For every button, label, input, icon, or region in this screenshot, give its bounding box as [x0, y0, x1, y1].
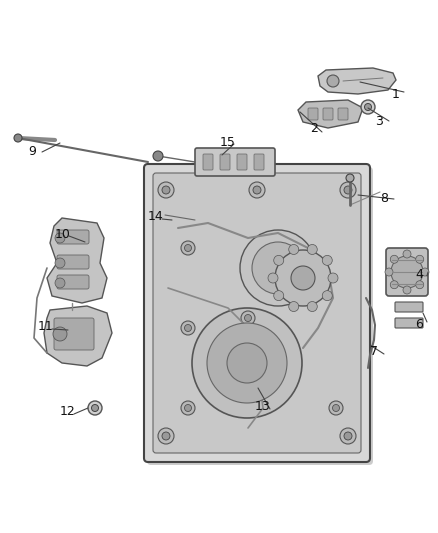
Circle shape — [181, 321, 195, 335]
Circle shape — [162, 186, 170, 194]
Circle shape — [55, 258, 65, 268]
Circle shape — [403, 250, 411, 258]
Circle shape — [184, 325, 191, 332]
Circle shape — [322, 290, 332, 301]
Circle shape — [327, 75, 339, 87]
Circle shape — [181, 241, 195, 255]
Text: 2: 2 — [310, 122, 318, 135]
FancyBboxPatch shape — [57, 255, 89, 269]
Circle shape — [181, 401, 195, 415]
Circle shape — [227, 343, 267, 383]
Circle shape — [328, 273, 338, 283]
FancyBboxPatch shape — [386, 248, 428, 296]
Polygon shape — [318, 68, 396, 94]
Text: 11: 11 — [38, 320, 54, 333]
Circle shape — [340, 428, 356, 444]
Circle shape — [253, 186, 261, 194]
Text: 10: 10 — [55, 228, 71, 241]
Text: 14: 14 — [148, 210, 164, 223]
Circle shape — [291, 266, 315, 290]
Circle shape — [14, 134, 22, 142]
Circle shape — [329, 401, 343, 415]
Circle shape — [192, 308, 302, 418]
Circle shape — [275, 250, 331, 306]
Circle shape — [274, 290, 284, 301]
Text: 3: 3 — [375, 115, 383, 128]
FancyBboxPatch shape — [147, 167, 373, 465]
Circle shape — [346, 174, 354, 182]
Text: 8: 8 — [380, 192, 388, 205]
Circle shape — [252, 242, 304, 294]
FancyBboxPatch shape — [54, 318, 94, 350]
Circle shape — [307, 302, 317, 311]
FancyBboxPatch shape — [203, 154, 213, 170]
FancyBboxPatch shape — [237, 154, 247, 170]
Circle shape — [322, 255, 332, 265]
Circle shape — [244, 314, 251, 321]
Polygon shape — [44, 306, 112, 366]
Circle shape — [390, 281, 398, 289]
Circle shape — [332, 405, 339, 411]
Text: 1: 1 — [392, 88, 400, 101]
FancyBboxPatch shape — [144, 164, 370, 462]
Circle shape — [153, 151, 163, 161]
Circle shape — [390, 255, 398, 263]
FancyBboxPatch shape — [153, 173, 361, 453]
Circle shape — [88, 401, 102, 415]
FancyBboxPatch shape — [57, 230, 89, 244]
FancyBboxPatch shape — [395, 302, 423, 312]
Circle shape — [53, 327, 67, 341]
FancyBboxPatch shape — [254, 154, 264, 170]
Circle shape — [364, 103, 371, 110]
Circle shape — [344, 186, 352, 194]
Circle shape — [268, 273, 278, 283]
Circle shape — [55, 233, 65, 243]
FancyBboxPatch shape — [323, 108, 333, 120]
Text: 13: 13 — [255, 400, 271, 413]
Circle shape — [361, 100, 375, 114]
Circle shape — [55, 278, 65, 288]
Circle shape — [158, 182, 174, 198]
Circle shape — [207, 323, 287, 403]
Text: 15: 15 — [220, 136, 236, 149]
FancyBboxPatch shape — [220, 154, 230, 170]
Text: 6: 6 — [415, 318, 423, 331]
Circle shape — [416, 281, 424, 289]
Circle shape — [241, 311, 255, 325]
FancyBboxPatch shape — [308, 108, 318, 120]
Text: 12: 12 — [60, 405, 76, 418]
Circle shape — [92, 405, 99, 411]
Polygon shape — [47, 218, 107, 303]
Circle shape — [307, 245, 317, 254]
FancyBboxPatch shape — [195, 148, 275, 176]
Circle shape — [416, 255, 424, 263]
Circle shape — [158, 428, 174, 444]
Circle shape — [385, 268, 393, 276]
Circle shape — [240, 230, 316, 306]
Circle shape — [184, 405, 191, 411]
FancyBboxPatch shape — [338, 108, 348, 120]
Circle shape — [289, 245, 299, 254]
Circle shape — [340, 182, 356, 198]
Circle shape — [403, 286, 411, 294]
Polygon shape — [298, 100, 363, 128]
Circle shape — [391, 256, 423, 288]
Text: 4: 4 — [415, 268, 423, 281]
Text: 9: 9 — [28, 145, 36, 158]
Circle shape — [344, 432, 352, 440]
Circle shape — [289, 302, 299, 311]
FancyBboxPatch shape — [395, 318, 423, 328]
Circle shape — [162, 432, 170, 440]
Circle shape — [184, 245, 191, 252]
Circle shape — [274, 255, 284, 265]
Circle shape — [249, 182, 265, 198]
Text: 7: 7 — [370, 345, 378, 358]
Circle shape — [421, 268, 429, 276]
FancyBboxPatch shape — [57, 275, 89, 289]
